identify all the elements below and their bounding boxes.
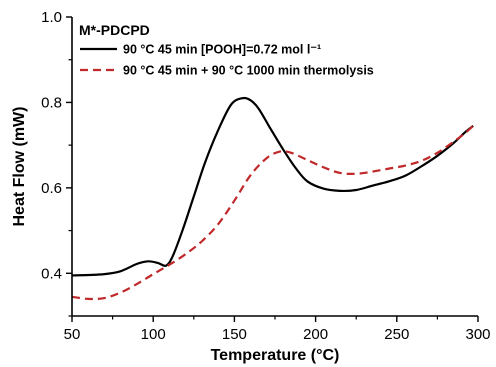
x-tick-label: 250 [384,326,409,343]
legend: 90 °C 45 min [POOH]=0.72 mol l⁻¹ 90 °C 4… [80,43,374,78]
x-axis-title: Temperature (°C) [211,347,340,364]
y-tick-label: 0.8 [41,94,62,111]
x-tick-label: 300 [465,326,490,343]
axes [71,17,478,317]
x-tick-label: 200 [303,326,328,343]
plot-area [71,96,474,301]
y-tick-label: 0.6 [41,180,62,197]
tick-labels: 50 100 150 200 250 300 0.4 0.6 0.8 1.0 [41,9,490,343]
y-tick-label: 1.0 [41,9,62,26]
series-line-1 [71,96,474,277]
x-tick-label: 100 [141,326,166,343]
x-tick-label: 50 [64,326,81,343]
x-tick-label: 150 [222,326,247,343]
legend-entry-2: 90 °C 45 min + 90 °C 1000 min thermolysi… [123,64,374,78]
sample-annotation: M*-PDCPD [79,22,150,38]
tick-marks [66,16,479,322]
y-tick-label: 0.4 [41,265,62,282]
series-line-2 [71,125,474,301]
y-axis-title: Heat Flow (mW) [11,107,28,227]
legend-entry-1: 90 °C 45 min [POOH]=0.72 mol l⁻¹ [123,43,321,57]
